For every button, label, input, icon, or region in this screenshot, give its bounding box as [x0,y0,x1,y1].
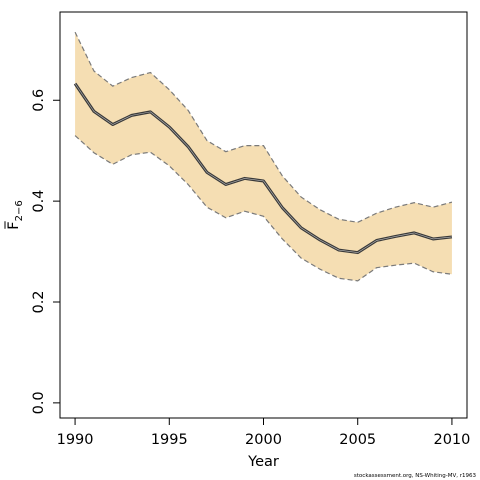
upper-bound-line [74,31,453,223]
y-axis-title: F̅2−6 [4,200,25,229]
estimate-line-core [74,83,452,253]
confidence-band [75,32,452,281]
lower-bound-line [74,135,453,282]
x-axis: 1990 1995 2000 2005 2010 [57,418,470,448]
y-tick-label: 0.4 [31,190,47,213]
y-tick-label: 0.2 [31,290,47,313]
y-tick-label: 0.0 [31,391,47,414]
x-tick-label: 2010 [433,432,470,448]
plot-area [73,31,453,282]
y-tick-label: 0.6 [31,89,47,112]
x-tick-label: 2005 [339,432,376,448]
source-note: stockassessment.org, NS-Whiting-MV, r196… [353,473,476,479]
y-axis: 0.0 0.2 0.4 0.6 [31,89,60,414]
x-tick-label: 1990 [57,432,94,448]
y-axis-title-symbol: F̅ [4,220,22,229]
x-axis-title: Year [247,454,279,470]
x-tick-label: 2000 [245,432,282,448]
y-axis-title-subscript: 2−6 [14,200,25,221]
x-tick-label: 1995 [151,432,188,448]
